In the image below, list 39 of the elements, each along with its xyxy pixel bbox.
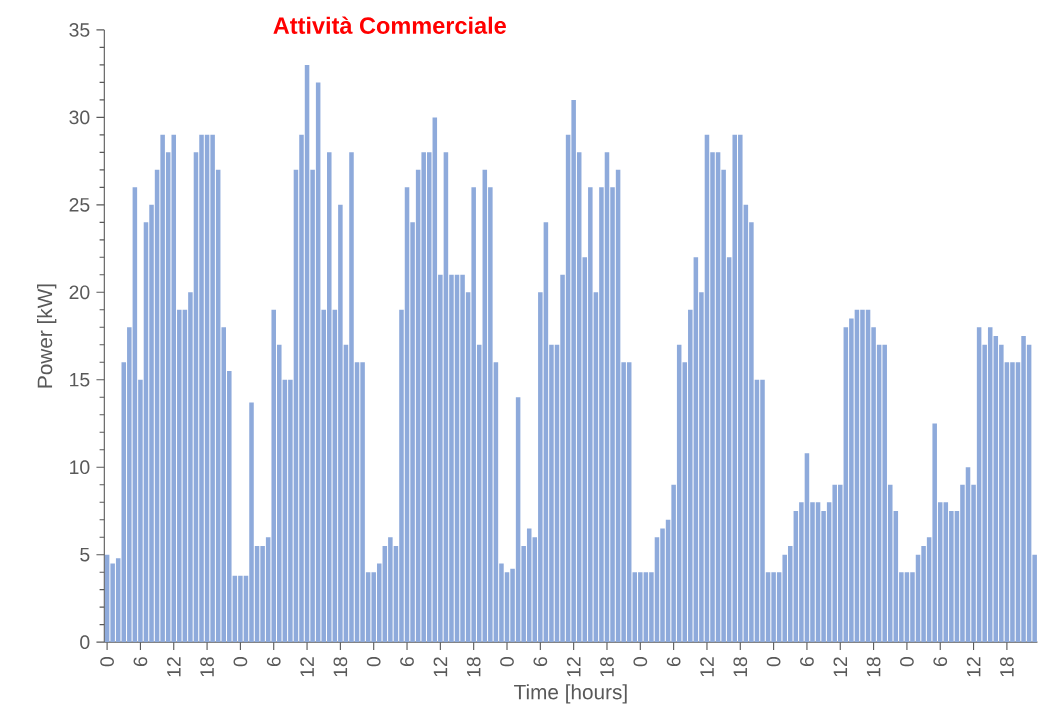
y-axis-title: Power [kW] xyxy=(37,284,57,388)
x-tick-label: 18 xyxy=(333,657,348,677)
x-axis-title: Time [hours] xyxy=(514,684,627,704)
x-tick-label: 12 xyxy=(433,657,448,677)
x-tick-label: 0 xyxy=(900,657,914,667)
x-tick-label: 12 xyxy=(166,657,181,677)
x-tick-label: 18 xyxy=(1000,657,1014,677)
x-tick-label: 6 xyxy=(800,657,814,667)
y-tick-label: 20 xyxy=(69,285,90,300)
x-tick-label: 6 xyxy=(400,657,414,667)
x-tick-label: 18 xyxy=(866,657,881,677)
y-tick-label: 0 xyxy=(80,635,90,649)
x-tick-label: 18 xyxy=(733,657,748,677)
y-tick-label: 5 xyxy=(80,547,90,562)
x-tick-label: 18 xyxy=(600,657,614,677)
y-tick-label: 10 xyxy=(70,460,90,475)
y-tick-label: 25 xyxy=(69,197,90,212)
y-tick-label: 30 xyxy=(69,110,90,125)
x-tick-label: 12 xyxy=(833,657,848,677)
x-tick-label: 6 xyxy=(133,657,148,667)
x-tick-label: 0 xyxy=(766,657,781,667)
x-tick-label: 6 xyxy=(666,657,681,667)
y-tick-label: 35 xyxy=(69,23,90,37)
x-tick-label: 12 xyxy=(566,657,581,677)
x-tick-label: 18 xyxy=(466,657,481,677)
y-tick-label: 15 xyxy=(70,372,90,387)
chart-title: Attività Commerciale xyxy=(273,16,506,34)
x-tick-label: 6 xyxy=(533,657,548,667)
x-tick-label: 0 xyxy=(233,657,248,667)
x-tick-label: 0 xyxy=(366,657,381,667)
x-tick-label: 0 xyxy=(633,657,648,667)
x-tick-label: 12 xyxy=(966,657,981,677)
x-tick-label: 12 xyxy=(700,657,714,677)
x-tick-label: 0 xyxy=(500,657,514,667)
x-tick-label: 18 xyxy=(200,657,214,677)
x-tick-label: 6 xyxy=(933,657,948,667)
x-tick-label: 0 xyxy=(100,657,114,667)
x-tick-label: 12 xyxy=(300,657,314,677)
x-tick-label: 6 xyxy=(266,657,281,667)
